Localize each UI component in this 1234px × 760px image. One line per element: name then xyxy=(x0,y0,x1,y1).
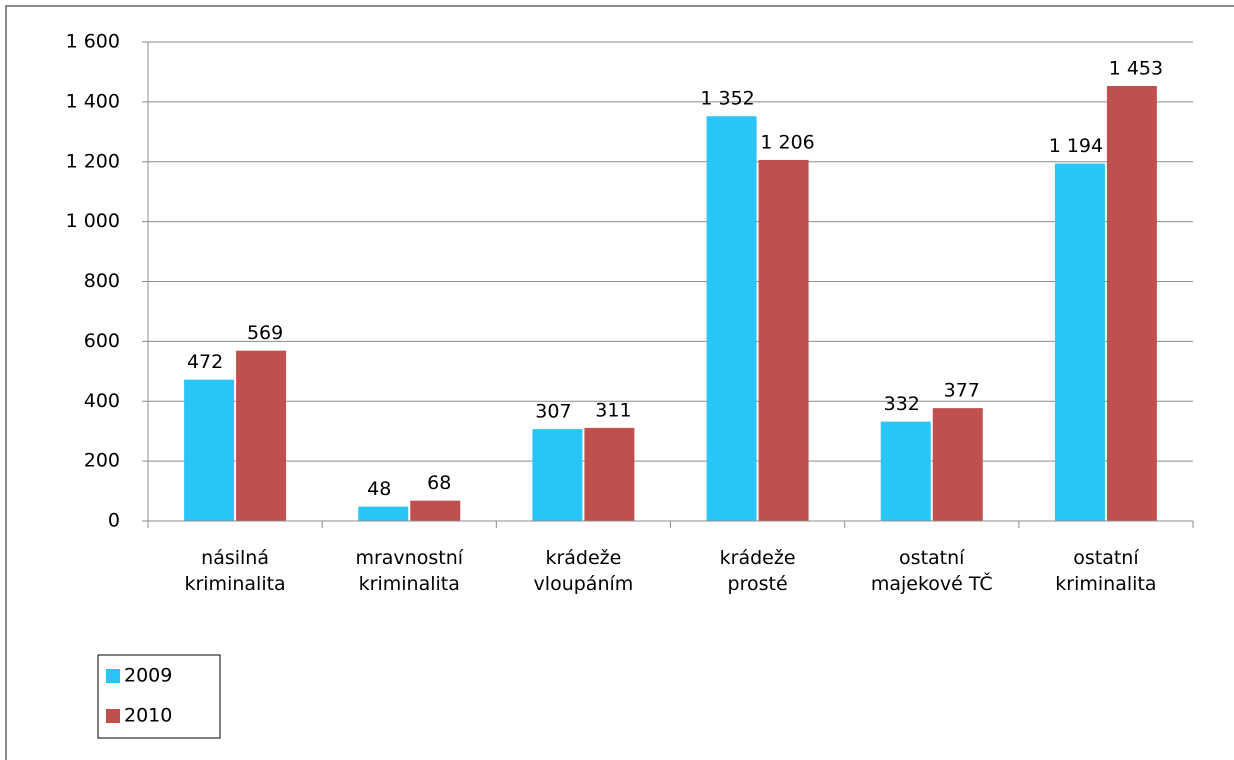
x-tick-label: ostatní majekové TČ xyxy=(871,547,993,595)
bar xyxy=(706,116,757,522)
y-tick-label: 400 xyxy=(84,390,120,412)
y-tick-label: 600 xyxy=(84,330,120,352)
data-label: 1 453 xyxy=(1109,58,1163,80)
data-label: 48 xyxy=(367,478,391,500)
y-tick-label: 1 000 xyxy=(66,210,120,232)
bar xyxy=(1106,86,1157,522)
bar xyxy=(880,421,931,521)
bar xyxy=(236,350,287,521)
data-label: 377 xyxy=(944,380,980,402)
x-tick-label: mravnostní kriminalita xyxy=(355,547,463,595)
y-tick-label: 0 xyxy=(108,510,120,532)
y-tick-label: 1 600 xyxy=(66,31,120,53)
legend-swatch xyxy=(106,669,120,683)
data-label: 569 xyxy=(247,322,283,344)
data-label: 307 xyxy=(535,401,571,423)
data-label: 332 xyxy=(884,393,920,415)
legend-label: 2010 xyxy=(124,705,172,727)
bar xyxy=(1054,163,1105,521)
legend-box xyxy=(97,654,221,739)
data-label: 68 xyxy=(427,472,451,494)
y-tick-label: 1 400 xyxy=(66,90,120,112)
y-tick-label: 1 200 xyxy=(66,150,120,172)
data-label: 311 xyxy=(595,399,631,421)
bar xyxy=(358,506,409,521)
legend-swatch xyxy=(106,709,120,723)
data-label: 1 352 xyxy=(700,88,754,110)
x-tick-label: násilná kriminalita xyxy=(184,547,285,595)
frame xyxy=(5,5,1234,760)
y-tick-label: 800 xyxy=(84,270,120,292)
bar xyxy=(758,159,809,522)
legend-label: 2009 xyxy=(124,665,172,687)
x-tick-label: krádeže prosté xyxy=(720,547,796,595)
x-tick-label: ostatní kriminalita xyxy=(1055,547,1156,595)
data-label: 472 xyxy=(187,351,223,373)
data-label: 1 206 xyxy=(760,131,814,153)
bar xyxy=(532,429,583,521)
bar xyxy=(410,500,461,521)
bar xyxy=(584,427,635,521)
bar xyxy=(932,408,983,521)
y-tick-label: 200 xyxy=(84,450,120,472)
bar xyxy=(184,379,235,521)
x-tick-label: krádeže vloupáním xyxy=(534,547,634,595)
data-label: 1 194 xyxy=(1049,135,1103,157)
